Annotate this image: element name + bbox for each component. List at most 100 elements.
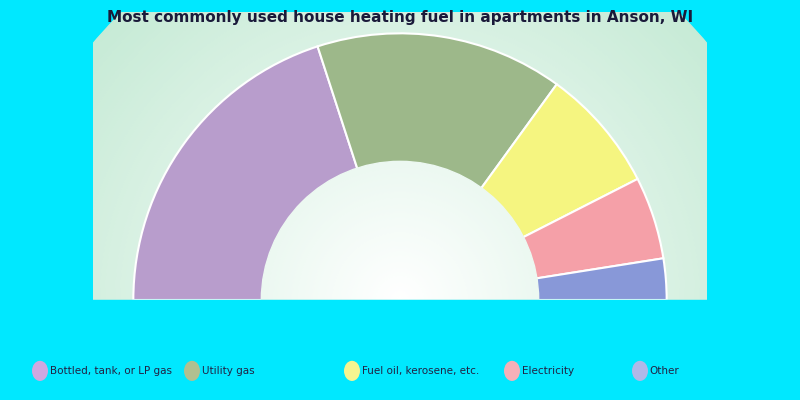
Circle shape xyxy=(35,0,765,400)
Circle shape xyxy=(278,179,522,400)
Circle shape xyxy=(291,191,510,400)
Circle shape xyxy=(90,0,710,400)
Circle shape xyxy=(355,255,445,345)
Circle shape xyxy=(110,10,690,400)
Circle shape xyxy=(45,0,755,400)
Ellipse shape xyxy=(504,361,520,381)
Circle shape xyxy=(286,186,514,400)
Circle shape xyxy=(70,0,730,400)
Circle shape xyxy=(200,100,600,400)
Circle shape xyxy=(310,210,490,390)
Circle shape xyxy=(105,5,695,400)
Bar xyxy=(80,367,720,377)
Bar xyxy=(80,335,720,345)
Circle shape xyxy=(160,60,640,400)
Circle shape xyxy=(375,275,425,325)
Circle shape xyxy=(374,274,426,326)
Circle shape xyxy=(341,241,459,359)
Circle shape xyxy=(300,200,500,400)
Circle shape xyxy=(333,232,467,368)
Circle shape xyxy=(325,225,475,375)
Circle shape xyxy=(268,168,532,400)
Circle shape xyxy=(372,272,428,328)
Circle shape xyxy=(80,0,720,400)
Circle shape xyxy=(314,213,486,387)
Circle shape xyxy=(298,198,502,400)
Circle shape xyxy=(343,243,458,357)
Circle shape xyxy=(324,224,476,376)
Circle shape xyxy=(265,165,535,400)
Circle shape xyxy=(370,270,430,330)
Circle shape xyxy=(175,75,625,400)
Circle shape xyxy=(348,248,452,352)
Circle shape xyxy=(185,85,615,400)
Circle shape xyxy=(262,161,538,400)
Circle shape xyxy=(327,227,473,373)
Circle shape xyxy=(115,15,685,400)
Circle shape xyxy=(275,175,525,400)
Circle shape xyxy=(345,245,455,355)
Circle shape xyxy=(140,40,660,400)
Circle shape xyxy=(5,0,795,400)
Circle shape xyxy=(366,265,434,335)
Circle shape xyxy=(357,257,443,343)
Ellipse shape xyxy=(344,361,360,381)
Circle shape xyxy=(120,20,680,400)
Circle shape xyxy=(360,260,440,340)
Circle shape xyxy=(386,286,414,314)
Circle shape xyxy=(225,125,575,400)
Circle shape xyxy=(358,258,442,342)
Text: Bottled, tank, or LP gas: Bottled, tank, or LP gas xyxy=(50,366,171,376)
Circle shape xyxy=(381,281,419,319)
Circle shape xyxy=(367,267,433,333)
Circle shape xyxy=(320,220,480,380)
Circle shape xyxy=(378,278,422,322)
Circle shape xyxy=(287,187,513,400)
Circle shape xyxy=(354,253,446,347)
Circle shape xyxy=(15,0,785,400)
Circle shape xyxy=(145,45,655,400)
Circle shape xyxy=(230,130,570,400)
Circle shape xyxy=(65,0,735,400)
Circle shape xyxy=(170,70,630,400)
Bar xyxy=(80,399,720,400)
Circle shape xyxy=(275,175,525,400)
Circle shape xyxy=(390,290,410,310)
Circle shape xyxy=(393,293,407,307)
Circle shape xyxy=(20,0,780,400)
Circle shape xyxy=(380,280,420,320)
Circle shape xyxy=(150,50,650,400)
Circle shape xyxy=(75,0,725,400)
Circle shape xyxy=(294,194,506,400)
Circle shape xyxy=(382,283,418,317)
Circle shape xyxy=(215,115,585,400)
Circle shape xyxy=(336,236,464,364)
Circle shape xyxy=(220,120,580,400)
Circle shape xyxy=(350,250,450,350)
Text: Most commonly used house heating fuel in apartments in Anson, WI: Most commonly used house heating fuel in… xyxy=(107,10,693,25)
Circle shape xyxy=(135,35,665,400)
Circle shape xyxy=(240,140,560,400)
Ellipse shape xyxy=(632,361,648,381)
Circle shape xyxy=(295,195,505,400)
Circle shape xyxy=(312,212,488,388)
Bar xyxy=(80,327,720,337)
Circle shape xyxy=(308,208,492,392)
Circle shape xyxy=(384,284,416,316)
Circle shape xyxy=(394,295,405,305)
Circle shape xyxy=(255,155,545,400)
Text: Utility gas: Utility gas xyxy=(202,366,254,376)
Circle shape xyxy=(165,65,635,400)
Circle shape xyxy=(369,269,431,331)
Circle shape xyxy=(329,229,471,371)
Circle shape xyxy=(10,0,790,400)
Circle shape xyxy=(95,0,705,400)
Circle shape xyxy=(265,165,535,400)
Circle shape xyxy=(363,264,437,336)
Circle shape xyxy=(40,0,760,400)
Bar xyxy=(80,311,720,321)
Circle shape xyxy=(260,160,540,400)
Bar xyxy=(80,343,720,353)
Circle shape xyxy=(270,170,530,400)
Circle shape xyxy=(315,215,485,385)
